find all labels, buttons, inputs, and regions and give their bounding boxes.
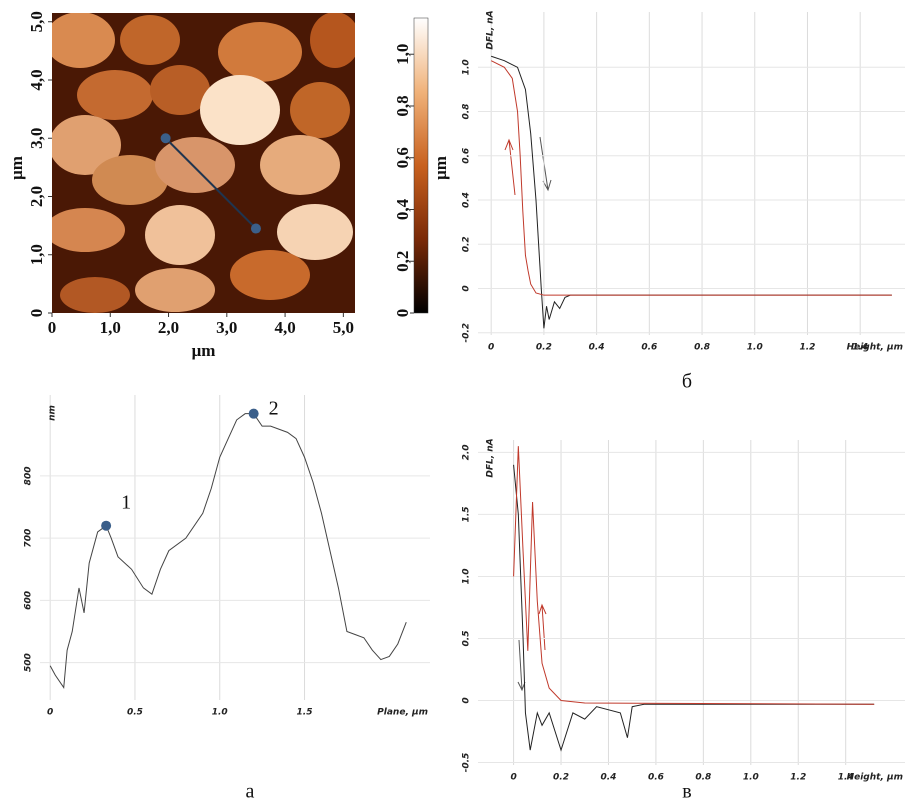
y-tick-label: 800	[24, 467, 34, 486]
x-axis-label: Plane, μm	[377, 708, 428, 718]
x-tick-label: 0	[510, 773, 516, 783]
x-tick-label: 1.0	[747, 343, 763, 353]
x-tick-label: 0.2	[536, 343, 552, 353]
colorbar	[413, 17, 429, 314]
x-tick-label: 2,0	[158, 318, 179, 337]
colorbar-tick-label: 0,2	[393, 251, 412, 272]
y-tick-label: 1,0	[27, 244, 46, 265]
series-line	[491, 55, 892, 329]
series-line	[513, 446, 875, 705]
x-axis-label: Height, μm	[847, 343, 903, 353]
x-tick-label: 1.0	[743, 773, 759, 783]
colorbar-tick-label: 0,6	[393, 147, 412, 168]
y-tick-label: 2.0	[462, 444, 472, 460]
y-axis-label: nm	[48, 405, 58, 421]
y-tick-label: 0	[462, 285, 472, 291]
y-tick-label: 0.5	[462, 630, 472, 646]
y-tick-label: 0	[462, 697, 472, 703]
colorbar-tick-label: 1,0	[393, 44, 412, 65]
x-tick-label: 4,0	[274, 318, 295, 337]
colorbar-tick-label: 0,4	[393, 198, 412, 220]
y-tick-label: -0.5	[462, 753, 472, 773]
y-axis-label: DFL, nA	[486, 10, 496, 49]
series-line	[49, 413, 407, 689]
y-tick-label: 1.5	[462, 506, 472, 522]
x-tick-label: 1.2	[790, 773, 806, 783]
colorbar-label: μm	[431, 156, 450, 180]
y-tick-label: 0	[27, 309, 46, 318]
y-tick-label: 5,0	[27, 11, 46, 32]
caption: б	[682, 371, 692, 393]
profile-point	[250, 223, 261, 234]
x-tick-label: 5,0	[333, 318, 354, 337]
x-tick-label: 0.4	[600, 773, 616, 783]
x-tick-label: 0	[48, 318, 57, 337]
y-tick-label: 600	[24, 591, 34, 610]
x-tick-label: 0.8	[695, 773, 711, 783]
profile-point	[160, 133, 171, 144]
x-tick-label: 0	[488, 343, 494, 353]
y-axis-label: DFL, nA	[486, 438, 496, 477]
y-tick-label: 1.0	[462, 568, 472, 584]
y-tick-label: 0.8	[462, 104, 472, 120]
y-tick-label: 2,0	[27, 186, 46, 207]
y-tick-label: 0.4	[462, 192, 472, 208]
x-tick-label: 1.4	[838, 773, 854, 783]
y-tick-label: 1.0	[462, 59, 472, 75]
y-tick-label: 4,0	[27, 69, 46, 90]
x-tick-label: 1.4	[852, 343, 868, 353]
x-axis-label: Height, μm	[847, 773, 903, 783]
colorbar-tick-label: 0	[393, 309, 412, 318]
caption: в	[682, 781, 691, 803]
series-line	[490, 60, 892, 296]
afm-image	[52, 13, 355, 313]
profile-line	[164, 137, 257, 230]
x-axis-label: μm	[192, 341, 216, 360]
x-tick-label: 0	[47, 708, 53, 718]
x-tick-label: 1.0	[212, 708, 228, 718]
y-tick-label: 3,0	[27, 128, 46, 149]
colorbar-tick-label: 0,8	[393, 95, 412, 116]
y-tick-label: 0.2	[462, 236, 472, 252]
y-tick-label: 700	[24, 529, 34, 548]
y-axis-label: μm	[7, 156, 26, 180]
y-tick-label: 500	[24, 653, 34, 672]
marker	[101, 520, 112, 531]
series-line	[513, 464, 875, 752]
x-tick-label: 0.8	[694, 343, 710, 353]
x-tick-label: 0.5	[127, 708, 143, 718]
x-tick-label: 1.5	[297, 708, 313, 718]
marker-label: 2	[269, 397, 279, 419]
x-tick-label: 1.2	[799, 343, 815, 353]
x-tick-label: 0.6	[641, 343, 657, 353]
x-tick-label: 0.4	[589, 343, 605, 353]
y-tick-label: 0.6	[462, 148, 472, 164]
x-tick-label: 0.6	[648, 773, 664, 783]
caption: а	[246, 781, 255, 803]
x-tick-label: 1,0	[100, 318, 121, 337]
y-tick-label: -0.2	[462, 323, 472, 343]
arrows	[504, 136, 552, 692]
x-tick-label: 0.2	[553, 773, 569, 783]
marker	[248, 408, 259, 419]
marker-label: 1	[121, 491, 131, 513]
x-tick-label: 3,0	[216, 318, 237, 337]
